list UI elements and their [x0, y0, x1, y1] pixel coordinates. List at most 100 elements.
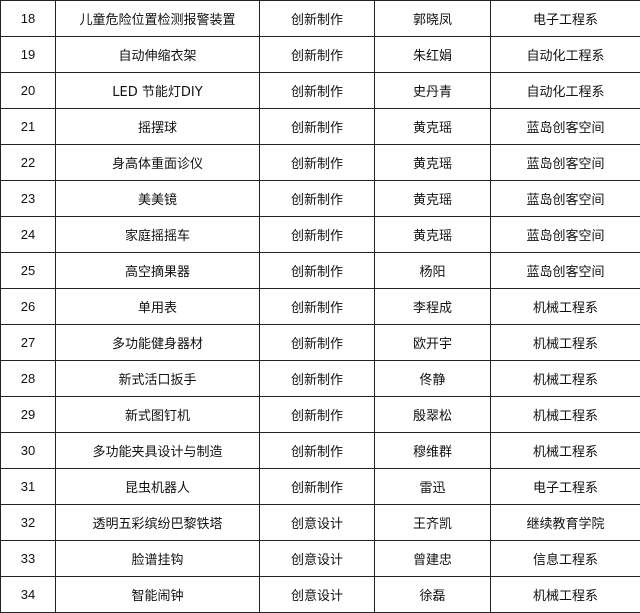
table-row: 34 智能闹钟 创意设计 徐磊 机械工程系 [0, 576, 640, 613]
table-row: 22 身高体重面诊仪 创新制作 黄克瑶 蓝岛创客空间 [0, 144, 640, 181]
row-number-cell: 32 [0, 504, 56, 541]
department-cell: 机械工程系 [490, 576, 640, 613]
category-cell: 创新制作 [259, 252, 375, 289]
project-name-cell: 新式图钉机 [55, 396, 260, 433]
table-row: 19 自动伸缩衣架 创新制作 朱红娟 自动化工程系 [0, 36, 640, 73]
row-number-cell: 31 [0, 468, 56, 505]
department-cell: 机械工程系 [490, 324, 640, 361]
table-row: 26 单用表 创新制作 李程成 机械工程系 [0, 288, 640, 325]
department-cell: 自动化工程系 [490, 72, 640, 109]
project-name-cell: 美美镜 [55, 180, 260, 217]
project-name-cell: 昆虫机器人 [55, 468, 260, 505]
category-cell: 创新制作 [259, 324, 375, 361]
category-cell: 创意设计 [259, 540, 375, 577]
person-name-cell: 穆维群 [374, 432, 491, 469]
project-name-cell: 单用表 [55, 288, 260, 325]
row-number-cell: 26 [0, 288, 56, 325]
person-name-cell: 殷翠松 [374, 396, 491, 433]
project-name-cell: 透明五彩缤纷巴黎铁塔 [55, 504, 260, 541]
project-name-cell: 智能闹钟 [55, 576, 260, 613]
department-cell: 蓝岛创客空间 [490, 216, 640, 253]
department-cell: 电子工程系 [490, 468, 640, 505]
row-number-cell: 28 [0, 360, 56, 397]
category-cell: 创新制作 [259, 144, 375, 181]
row-number-cell: 29 [0, 396, 56, 433]
category-cell: 创新制作 [259, 0, 375, 37]
category-cell: 创意设计 [259, 576, 375, 613]
table-row: 28 新式活口扳手 创新制作 佟静 机械工程系 [0, 360, 640, 397]
project-name-cell: 摇摆球 [55, 108, 260, 145]
table-row: 33 脸谱挂钩 创意设计 曾建忠 信息工程系 [0, 540, 640, 577]
category-cell: 创新制作 [259, 468, 375, 505]
department-cell: 机械工程系 [490, 360, 640, 397]
person-name-cell: 黄克瑶 [374, 216, 491, 253]
table-row: 20 LED 节能灯DIY 创新制作 史丹青 自动化工程系 [0, 72, 640, 109]
category-cell: 创新制作 [259, 216, 375, 253]
row-number-cell: 34 [0, 576, 56, 613]
department-cell: 蓝岛创客空间 [490, 180, 640, 217]
person-name-cell: 黄克瑶 [374, 180, 491, 217]
department-cell: 蓝岛创客空间 [490, 252, 640, 289]
person-name-cell: 黄克瑶 [374, 108, 491, 145]
table-row: 21 摇摆球 创新制作 黄克瑶 蓝岛创客空间 [0, 108, 640, 145]
department-cell: 机械工程系 [490, 432, 640, 469]
table-row: 25 高空摘果器 创新制作 杨阳 蓝岛创客空间 [0, 252, 640, 289]
row-number-cell: 21 [0, 108, 56, 145]
person-name-cell: 郭晓凤 [374, 0, 491, 37]
project-name-cell: 自动伸缩衣架 [55, 36, 260, 73]
project-name-cell: 多功能夹具设计与制造 [55, 432, 260, 469]
person-name-cell: 王齐凯 [374, 504, 491, 541]
row-number-cell: 30 [0, 432, 56, 469]
project-name-cell: 家庭摇摇车 [55, 216, 260, 253]
category-cell: 创新制作 [259, 72, 375, 109]
table-row: 32 透明五彩缤纷巴黎铁塔 创意设计 王齐凯 继续教育学院 [0, 504, 640, 541]
project-name-cell: LED 节能灯DIY [55, 72, 260, 109]
project-name-cell: 儿童危险位置检测报警装置 [55, 0, 260, 37]
category-cell: 创新制作 [259, 108, 375, 145]
row-number-cell: 18 [0, 0, 56, 37]
row-number-cell: 25 [0, 252, 56, 289]
project-name-cell: 脸谱挂钩 [55, 540, 260, 577]
person-name-cell: 雷迅 [374, 468, 491, 505]
table-row: 18 儿童危险位置检测报警装置 创新制作 郭晓凤 电子工程系 [0, 0, 640, 37]
department-cell: 电子工程系 [490, 0, 640, 37]
table-row: 24 家庭摇摇车 创新制作 黄克瑶 蓝岛创客空间 [0, 216, 640, 253]
person-name-cell: 欧开宇 [374, 324, 491, 361]
table-row: 31 昆虫机器人 创新制作 雷迅 电子工程系 [0, 468, 640, 505]
table-row: 30 多功能夹具设计与制造 创新制作 穆维群 机械工程系 [0, 432, 640, 469]
person-name-cell: 佟静 [374, 360, 491, 397]
project-name-cell: 高空摘果器 [55, 252, 260, 289]
row-number-cell: 22 [0, 144, 56, 181]
category-cell: 创新制作 [259, 36, 375, 73]
project-name-cell: 新式活口扳手 [55, 360, 260, 397]
department-cell: 机械工程系 [490, 288, 640, 325]
row-number-cell: 19 [0, 36, 56, 73]
person-name-cell: 曾建忠 [374, 540, 491, 577]
department-cell: 蓝岛创客空间 [490, 144, 640, 181]
department-cell: 机械工程系 [490, 396, 640, 433]
department-cell: 蓝岛创客空间 [490, 108, 640, 145]
category-cell: 创新制作 [259, 396, 375, 433]
person-name-cell: 徐磊 [374, 576, 491, 613]
table-row: 29 新式图钉机 创新制作 殷翠松 机械工程系 [0, 396, 640, 433]
row-number-cell: 24 [0, 216, 56, 253]
row-number-cell: 20 [0, 72, 56, 109]
department-cell: 信息工程系 [490, 540, 640, 577]
person-name-cell: 朱红娟 [374, 36, 491, 73]
category-cell: 创新制作 [259, 288, 375, 325]
category-cell: 创新制作 [259, 360, 375, 397]
department-cell: 继续教育学院 [490, 504, 640, 541]
table-row: 23 美美镜 创新制作 黄克瑶 蓝岛创客空间 [0, 180, 640, 217]
person-name-cell: 杨阳 [374, 252, 491, 289]
person-name-cell: 黄克瑶 [374, 144, 491, 181]
category-cell: 创意设计 [259, 504, 375, 541]
project-name-cell: 身高体重面诊仪 [55, 144, 260, 181]
row-number-cell: 23 [0, 180, 56, 217]
department-cell: 自动化工程系 [490, 36, 640, 73]
person-name-cell: 李程成 [374, 288, 491, 325]
row-number-cell: 33 [0, 540, 56, 577]
category-cell: 创新制作 [259, 432, 375, 469]
person-name-cell: 史丹青 [374, 72, 491, 109]
